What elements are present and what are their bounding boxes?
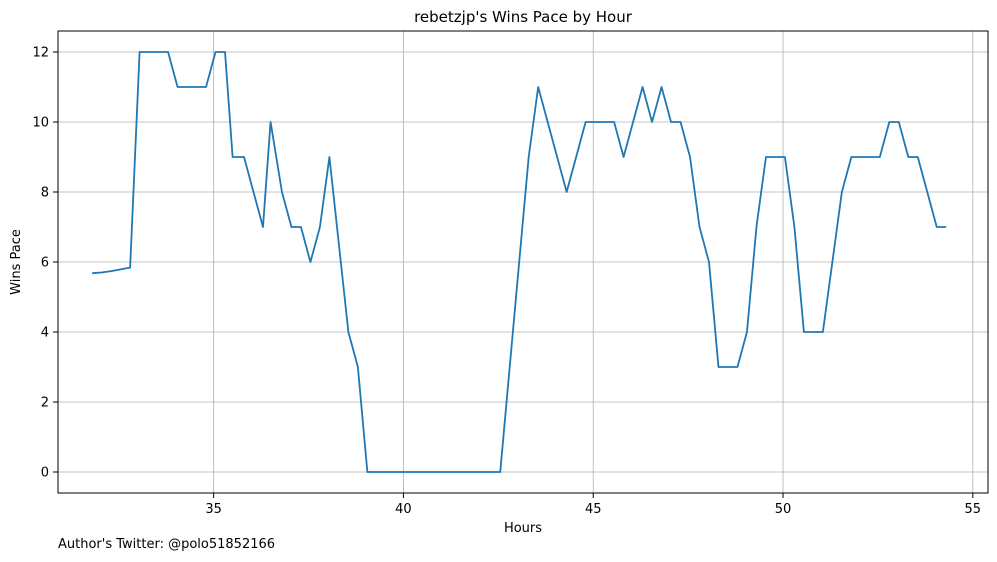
y-tick-label: 12 — [32, 46, 49, 61]
author-twitter-note: Author's Twitter: @polo51852166 — [58, 537, 276, 552]
y-axis-ticks: 0 2 4 6 8 10 12 — [32, 46, 58, 481]
chart-title: rebetzjp's Wins Pace by Hour — [414, 8, 633, 26]
y-tick-label: 2 — [41, 396, 49, 411]
x-axis-label: Hours — [504, 521, 542, 536]
y-tick-label: 6 — [41, 256, 49, 271]
y-tick-label: 8 — [41, 186, 49, 201]
x-tick-label: 40 — [395, 502, 412, 517]
x-tick-label: 35 — [205, 502, 222, 517]
y-tick-label: 0 — [41, 466, 49, 481]
x-tick-label: 50 — [775, 502, 792, 517]
line-layer — [92, 51, 947, 473]
x-tick-label: 55 — [965, 502, 982, 517]
wins-pace-line — [92, 51, 947, 473]
y-axis-label: Wins Pace — [9, 229, 24, 295]
y-tick-label: 4 — [41, 326, 49, 341]
x-axis-ticks: 35 40 45 50 55 — [205, 493, 981, 517]
y-tick-label: 10 — [32, 116, 49, 131]
grid — [58, 31, 988, 493]
x-tick-label: 45 — [585, 502, 602, 517]
